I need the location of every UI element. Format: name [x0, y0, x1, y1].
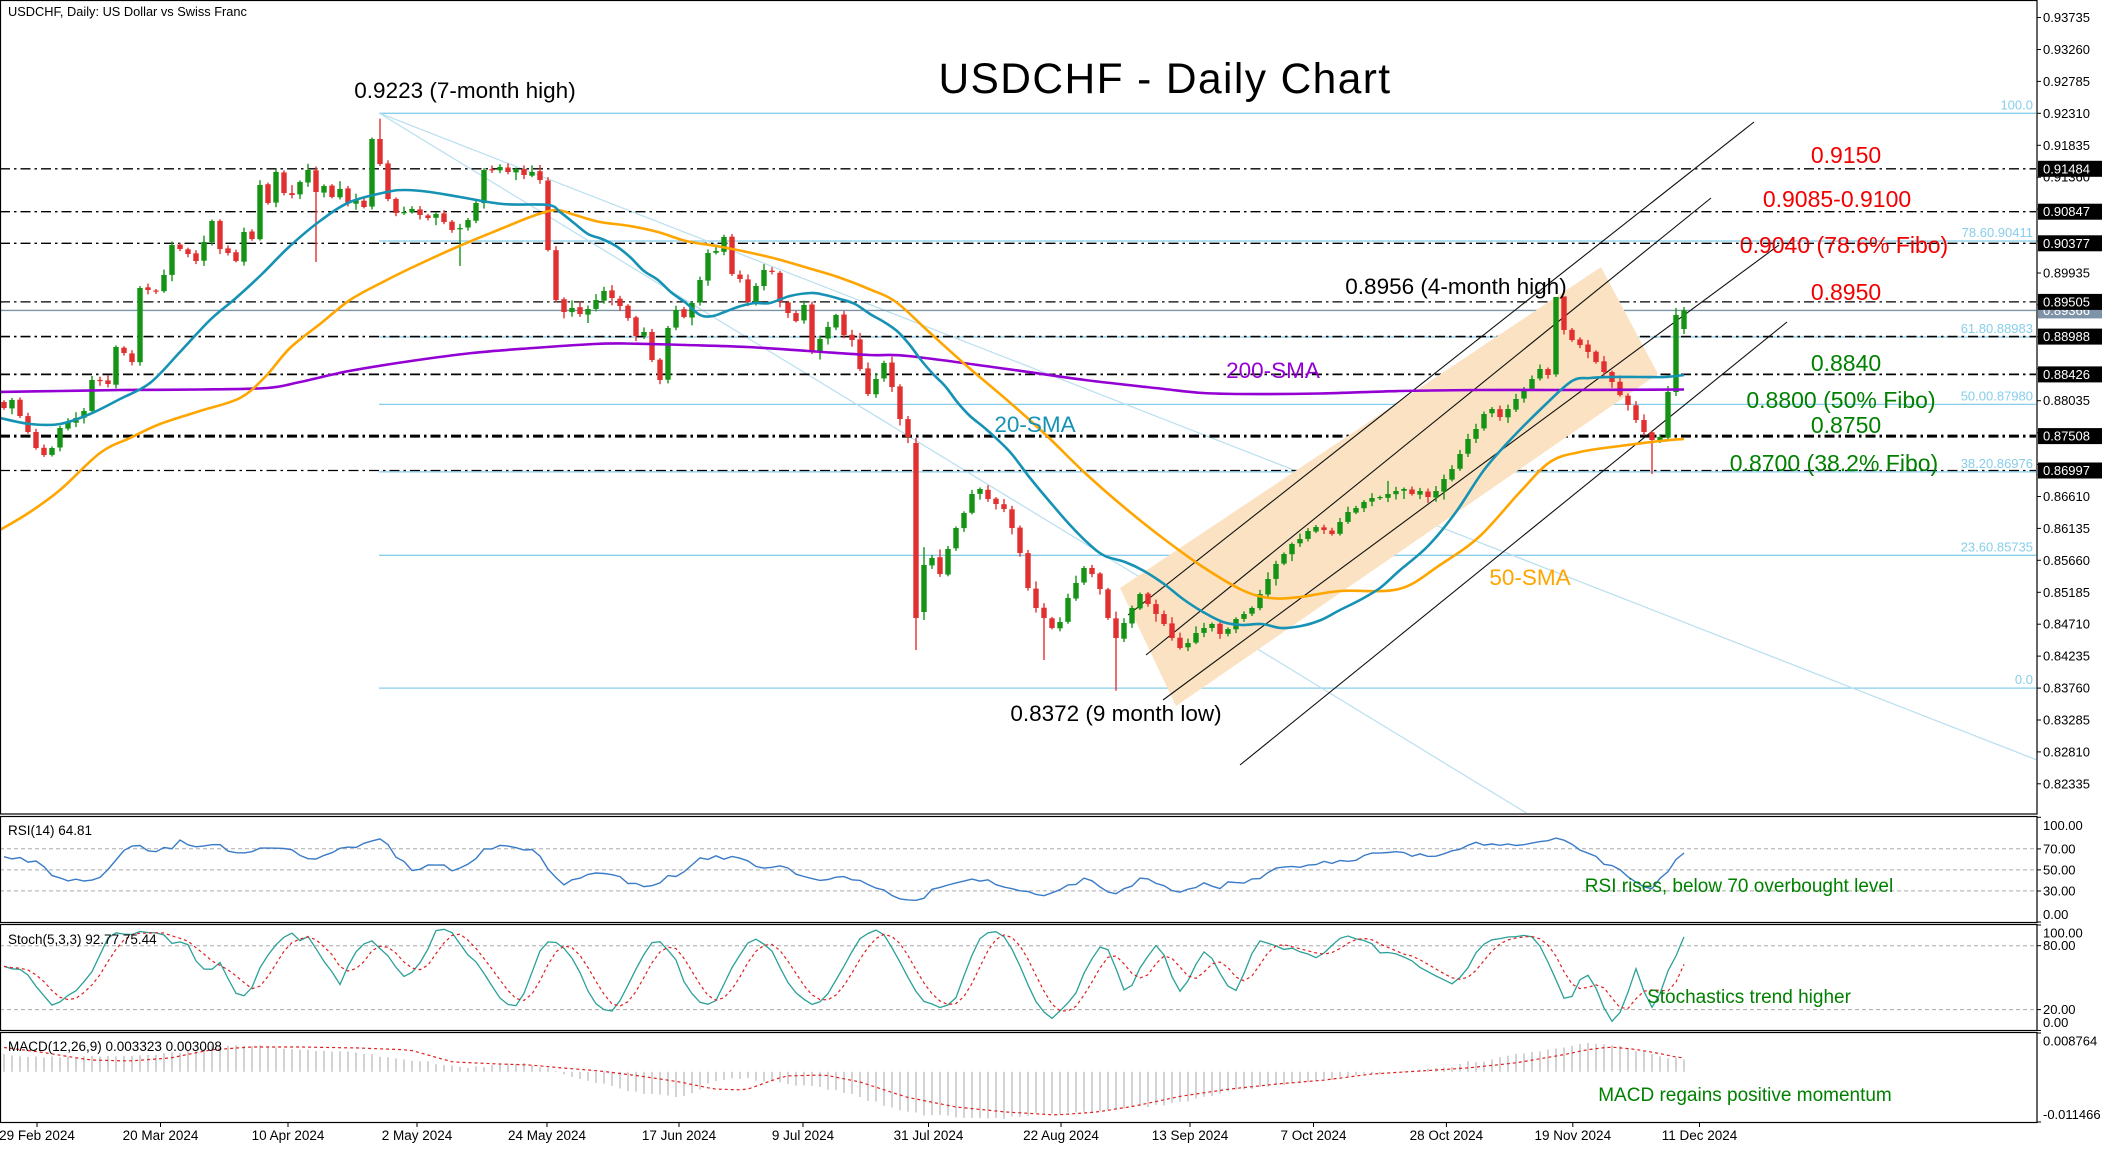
svg-text:78.60.90411: 78.60.90411	[1962, 225, 2033, 240]
svg-text:0.8372 (9 month low): 0.8372 (9 month low)	[1010, 701, 1221, 726]
svg-text:0.8956 (4-month high): 0.8956 (4-month high)	[1345, 274, 1566, 299]
svg-text:0.85660: 0.85660	[2043, 553, 2090, 568]
svg-text:0.90847: 0.90847	[2043, 204, 2090, 219]
svg-text:USDCHF - Daily Chart: USDCHF - Daily Chart	[938, 56, 1391, 103]
svg-text:19 Nov 2024: 19 Nov 2024	[1535, 1128, 1612, 1143]
svg-text:50-SMA: 50-SMA	[1489, 565, 1570, 590]
svg-text:Stochastics trend higher: Stochastics trend higher	[1647, 987, 1852, 1008]
svg-text:0.86610: 0.86610	[2043, 489, 2090, 504]
svg-text:9 Jul 2024: 9 Jul 2024	[772, 1128, 835, 1143]
svg-text:0.90377: 0.90377	[2043, 236, 2090, 251]
svg-text:0.82335: 0.82335	[2043, 776, 2090, 791]
svg-text:0.83760: 0.83760	[2043, 681, 2090, 696]
svg-text:0.89935: 0.89935	[2043, 266, 2090, 281]
svg-text:20-SMA: 20-SMA	[994, 412, 1075, 437]
svg-text:29 Feb 2024: 29 Feb 2024	[0, 1128, 75, 1143]
svg-text:17 Jun 2024: 17 Jun 2024	[642, 1128, 717, 1143]
svg-text:100.00: 100.00	[2043, 926, 2083, 941]
svg-text:0.93735: 0.93735	[2043, 10, 2090, 25]
svg-text:0.84710: 0.84710	[2043, 617, 2090, 632]
svg-text:MACD(12,26,9) 0.003323 0.00300: MACD(12,26,9) 0.003323 0.003008	[8, 1039, 222, 1054]
svg-text:31 Jul 2024: 31 Jul 2024	[894, 1128, 964, 1143]
svg-text:-0.011466: -0.011466	[2043, 1107, 2101, 1122]
svg-text:0.00: 0.00	[2043, 1015, 2068, 1030]
svg-text:50.00.87980: 50.00.87980	[1961, 388, 2033, 403]
svg-text:0.00: 0.00	[2043, 907, 2068, 922]
svg-text:0.86135: 0.86135	[2043, 521, 2090, 536]
svg-text:0.87508: 0.87508	[2043, 429, 2090, 444]
svg-text:20 Mar 2024: 20 Mar 2024	[123, 1128, 199, 1143]
svg-text:200-SMA: 200-SMA	[1226, 358, 1320, 383]
svg-text:USDCHF, Daily: US Dollar vs S: USDCHF, Daily: US Dollar vs Swiss Franc	[8, 4, 248, 19]
svg-text:20.00: 20.00	[2043, 1002, 2076, 1017]
svg-text:100.00: 100.00	[2043, 818, 2083, 833]
svg-text:28 Oct 2024: 28 Oct 2024	[1410, 1128, 1484, 1143]
svg-text:0.8840: 0.8840	[1811, 350, 1881, 376]
svg-text:0.84235: 0.84235	[2043, 649, 2090, 664]
svg-text:0.8700 (38.2% Fibo): 0.8700 (38.2% Fibo)	[1730, 450, 1938, 476]
svg-text:0.85185: 0.85185	[2043, 585, 2090, 600]
svg-text:RSI(14) 64.81: RSI(14) 64.81	[8, 823, 92, 838]
svg-text:13 Sep 2024: 13 Sep 2024	[1152, 1128, 1229, 1143]
svg-text:0.8750: 0.8750	[1811, 412, 1881, 438]
svg-text:0.86997: 0.86997	[2043, 463, 2090, 478]
svg-text:0.92785: 0.92785	[2043, 74, 2090, 89]
svg-text:61.80.88983: 61.80.88983	[1961, 321, 2033, 336]
svg-text:22 Aug 2024: 22 Aug 2024	[1023, 1128, 1099, 1143]
svg-text:Stoch(5,3,3) 92.77 75.44: Stoch(5,3,3) 92.77 75.44	[8, 932, 157, 947]
svg-text:0.9150: 0.9150	[1811, 142, 1881, 168]
svg-text:MACD regains positive momentum: MACD regains positive momentum	[1598, 1085, 1892, 1106]
svg-text:RSI rises, below 70 overbought: RSI rises, below 70 overbought level	[1585, 876, 1893, 897]
svg-text:70.00: 70.00	[2043, 841, 2076, 856]
svg-text:0.89505: 0.89505	[2043, 294, 2090, 309]
svg-text:0.0: 0.0	[2015, 672, 2033, 687]
svg-text:11 Dec 2024: 11 Dec 2024	[1662, 1128, 1738, 1143]
svg-text:0.93260: 0.93260	[2043, 42, 2090, 57]
svg-text:0.92310: 0.92310	[2043, 106, 2090, 121]
svg-text:10 Apr 2024: 10 Apr 2024	[252, 1128, 325, 1143]
svg-text:0.88426: 0.88426	[2043, 367, 2090, 382]
svg-text:0.91835: 0.91835	[2043, 138, 2090, 153]
svg-text:80.00: 80.00	[2043, 938, 2076, 953]
svg-text:0.008764: 0.008764	[2043, 1034, 2097, 1049]
svg-text:24 May 2024: 24 May 2024	[508, 1128, 587, 1143]
svg-text:0.8800 (50% Fibo): 0.8800 (50% Fibo)	[1746, 387, 1935, 413]
svg-text:0.9085-0.9100: 0.9085-0.9100	[1763, 186, 1911, 212]
svg-text:0.82810: 0.82810	[2043, 744, 2090, 759]
svg-text:0.9223 (7-month high): 0.9223 (7-month high)	[354, 78, 575, 103]
svg-text:38.20.86976: 38.20.86976	[1961, 456, 2033, 471]
svg-text:30.00: 30.00	[2043, 884, 2076, 899]
svg-text:23.60.85735: 23.60.85735	[1961, 539, 2033, 554]
svg-text:0.83285: 0.83285	[2043, 713, 2090, 728]
svg-text:7 Oct 2024: 7 Oct 2024	[1280, 1128, 1347, 1143]
svg-text:0.88035: 0.88035	[2043, 393, 2090, 408]
svg-text:0.8950: 0.8950	[1811, 279, 1881, 305]
svg-text:0.91484: 0.91484	[2043, 161, 2090, 176]
svg-text:0.9040 (78.6% Fibo): 0.9040 (78.6% Fibo)	[1740, 232, 1948, 258]
svg-text:50.00: 50.00	[2043, 862, 2076, 877]
svg-text:2 May 2024: 2 May 2024	[382, 1128, 453, 1143]
svg-text:0.88988: 0.88988	[2043, 329, 2090, 344]
svg-text:100.0: 100.0	[2000, 97, 2033, 112]
